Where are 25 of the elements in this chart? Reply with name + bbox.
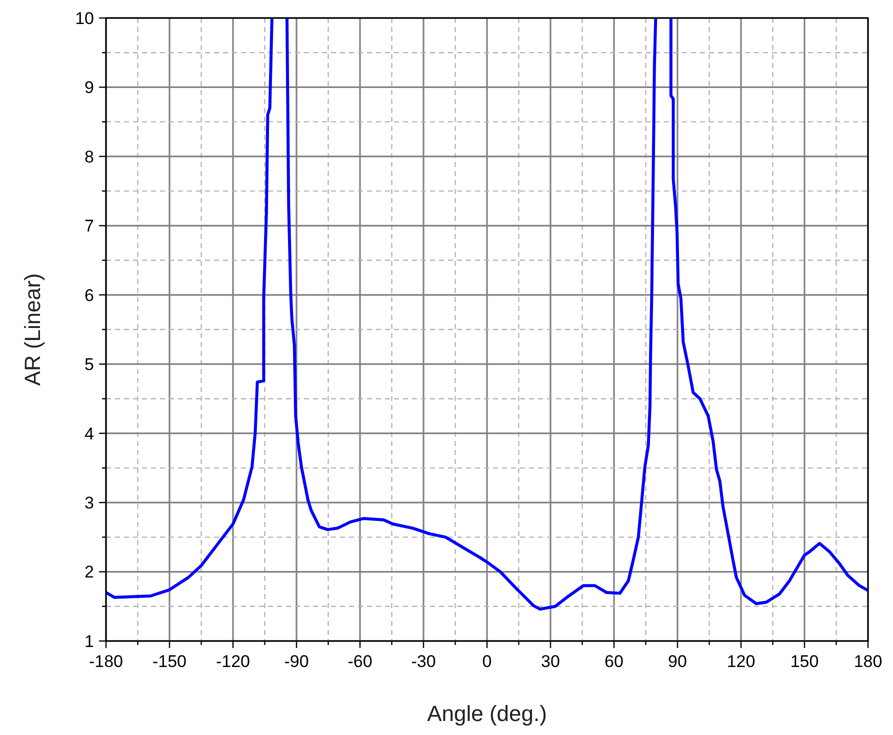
y-axis-title: AR (Linear) — [20, 273, 45, 386]
x-tick-label: 90 — [668, 652, 687, 671]
x-tick-label: 30 — [541, 652, 560, 671]
y-tick-label: 8 — [84, 147, 94, 166]
x-tick-label: 0 — [482, 652, 492, 671]
x-tick-label: -60 — [348, 652, 372, 671]
x-axis-title: Angle (deg.) — [427, 701, 547, 726]
x-tick-label: 120 — [726, 652, 756, 671]
x-tick-label: 150 — [790, 652, 819, 671]
x-tick-label: -180 — [88, 652, 124, 671]
y-tick-label: 7 — [84, 216, 94, 236]
y-tick-label: 3 — [84, 494, 94, 513]
x-tick-label: -90 — [284, 652, 309, 671]
x-tick-label: -120 — [216, 652, 250, 671]
y-tick-label: 2 — [84, 562, 94, 582]
y-tick-label: 1 — [84, 632, 94, 651]
y-tick-label: 6 — [84, 286, 94, 305]
y-tick-label: 4 — [84, 424, 94, 444]
x-tick-label: 60 — [604, 652, 624, 671]
x-tick-label: -30 — [411, 652, 436, 671]
y-tick-label: 5 — [84, 355, 94, 374]
x-tick-label: -150 — [152, 652, 187, 671]
y-tick-label: 10 — [75, 8, 94, 28]
y-tick-label: 9 — [84, 78, 94, 98]
x-tick-label: 180 — [854, 652, 882, 671]
